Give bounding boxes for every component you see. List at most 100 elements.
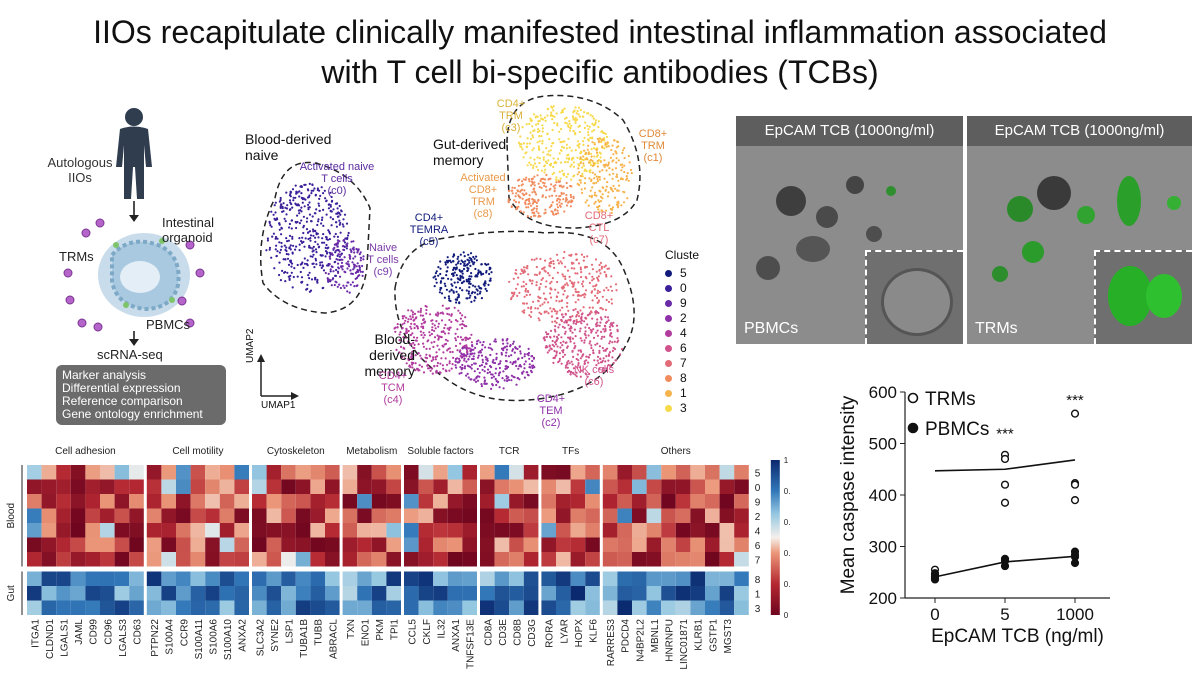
- umap-point: [533, 158, 536, 161]
- umap-point: [285, 252, 288, 256]
- umap-point: [427, 367, 430, 370]
- legend-item: 4: [665, 326, 705, 341]
- umap-point: [531, 125, 534, 128]
- umap-point: [520, 365, 523, 368]
- heatmap-cell: [146, 508, 162, 523]
- umap-point: [327, 229, 330, 232]
- umap-point: [462, 353, 465, 356]
- umap-point: [296, 214, 299, 217]
- umap-point: [541, 194, 544, 197]
- umap-point: [494, 338, 497, 341]
- heatmap-cell: [734, 552, 749, 567]
- umap-point: [501, 339, 504, 342]
- umap-point: [589, 136, 592, 139]
- umap-point: [284, 280, 287, 283]
- umap-point: [545, 310, 548, 313]
- umap-point: [498, 372, 501, 375]
- umap-point: [603, 159, 606, 162]
- umap-point: [450, 283, 453, 286]
- umap-point: [289, 201, 292, 204]
- heatmap-cell: [205, 523, 220, 538]
- umap-point: [454, 339, 458, 342]
- umap-point: [606, 267, 609, 270]
- umap-point: [554, 325, 557, 328]
- umap-point: [584, 168, 587, 171]
- umap-point: [603, 265, 606, 268]
- umap-point: [346, 242, 349, 245]
- umap-point: [289, 190, 292, 193]
- umap-point: [515, 287, 518, 290]
- umap-point: [564, 117, 567, 120]
- umap-point: [609, 207, 612, 211]
- umap-point: [621, 178, 624, 181]
- heatmap-cell: [632, 494, 647, 509]
- umap-point: [615, 173, 619, 176]
- umap-point: [583, 187, 586, 190]
- umap-point: [595, 331, 598, 334]
- legend-swatch: [665, 330, 672, 337]
- umap-point: [543, 301, 546, 304]
- umap-point: [601, 197, 604, 200]
- heatmap-cell: [646, 571, 662, 586]
- heatmap-gene-label: JAML: [74, 619, 85, 645]
- umap-point: [550, 111, 553, 114]
- umap-point: [563, 289, 566, 293]
- umap-point: [275, 217, 278, 220]
- umap-point: [534, 200, 537, 203]
- umap-point: [521, 356, 524, 359]
- heatmap-group-label: Cell adhesion: [55, 446, 116, 457]
- umap-point: [543, 310, 546, 313]
- heatmap-cell: [325, 479, 340, 494]
- umap-point: [608, 173, 611, 176]
- umap-point: [468, 347, 471, 350]
- umap-point: [477, 285, 480, 288]
- umap-point: [422, 345, 425, 348]
- umap-point: [441, 344, 444, 347]
- umap-point: [600, 265, 603, 268]
- heatmap-cell: [357, 465, 372, 480]
- legend-label: 9: [680, 296, 687, 310]
- umap-point: [468, 280, 471, 283]
- umap-point: [281, 205, 284, 208]
- umap-point: [471, 260, 474, 263]
- umap-point: [614, 359, 617, 362]
- umap-point: [578, 294, 581, 297]
- heatmap-cell: [161, 494, 176, 509]
- umap-point: [560, 191, 563, 194]
- umap-point: [567, 137, 570, 140]
- umap-point: [532, 208, 535, 211]
- umap-point: [581, 191, 584, 194]
- umap-point: [566, 301, 569, 305]
- umap-point: [279, 205, 282, 208]
- micrograph-label: TRMs: [975, 320, 1018, 337]
- heatmap-cell: [190, 508, 206, 523]
- umap-point: [583, 136, 586, 139]
- umap-point: [526, 142, 529, 145]
- umap-point: [531, 279, 534, 282]
- heatmap-cell: [371, 537, 387, 552]
- heatmap-gene-label: SYNE2: [270, 619, 281, 652]
- umap-point: [555, 321, 558, 324]
- umap-point: [531, 191, 534, 194]
- umap-point: [281, 269, 284, 272]
- umap-point: [324, 235, 328, 239]
- heatmap-cell: [161, 600, 176, 615]
- heatmap-cell: [357, 508, 372, 523]
- umap-point: [463, 367, 466, 370]
- heatmap-cell: [719, 537, 735, 552]
- umap-point: [311, 215, 314, 218]
- umap-point: [549, 287, 552, 290]
- umap-point: [418, 364, 421, 367]
- micrograph-label: PBMCs: [744, 320, 799, 337]
- umap-point: [336, 241, 339, 244]
- umap-point: [626, 172, 629, 175]
- umap-point: [313, 229, 317, 232]
- umap-point: [537, 199, 540, 202]
- umap-point: [294, 196, 297, 199]
- umap-point: [273, 267, 276, 270]
- umap-point: [572, 320, 575, 323]
- umap-point: [527, 347, 530, 350]
- heatmap-cell: [690, 586, 705, 601]
